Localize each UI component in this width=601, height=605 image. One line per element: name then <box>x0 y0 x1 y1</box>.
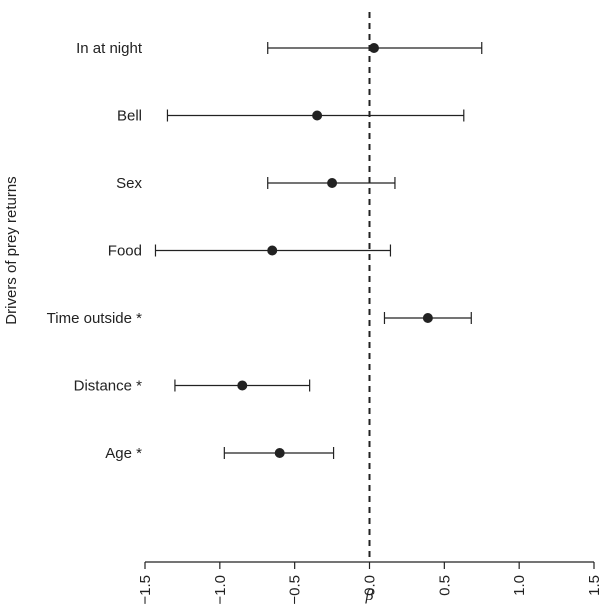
estimate-point <box>267 245 278 256</box>
row-0: In at night <box>76 40 483 57</box>
y-axis-title: Drivers of prey returns <box>3 176 20 324</box>
x-tick-label: 1.5 <box>586 575 601 596</box>
estimate-point <box>422 313 433 323</box>
x-tick-label: −1.0 <box>212 575 229 605</box>
row-1: Bell <box>117 108 465 125</box>
estimate-point <box>327 178 338 188</box>
row-4: Time outside * <box>47 310 472 327</box>
x-axis-title: β <box>365 587 374 604</box>
x-tick-label: −0.5 <box>287 575 304 605</box>
category-label: Sex <box>116 175 142 192</box>
category-label: Age * <box>105 445 142 462</box>
row-2: Sex <box>116 175 396 192</box>
estimate-point <box>312 110 323 121</box>
category-label: Bell <box>117 108 142 125</box>
estimate-rows: In at night Bell Sex Food Time outside * Dist… <box>47 40 483 462</box>
x-axis: −1.5 −1.0 −0.5 0.0 0.5 1.0 1.5 <box>137 561 601 605</box>
x-tick-label: 0.0 <box>362 575 379 596</box>
category-label: Time outside * <box>47 310 142 327</box>
category-label: Food <box>108 243 142 260</box>
row-5: Distance * <box>74 378 311 395</box>
category-label: In at night <box>76 40 143 57</box>
estimate-point <box>237 380 248 391</box>
x-tick-label: −1.5 <box>137 575 154 605</box>
row-3: Food <box>108 243 392 260</box>
estimate-point <box>274 448 285 458</box>
estimate-point <box>368 43 379 53</box>
x-tick-label: 0.5 <box>436 575 453 596</box>
category-label: Distance * <box>74 378 143 395</box>
x-tick-label: 1.0 <box>511 575 528 596</box>
row-6: Age * <box>105 445 335 462</box>
